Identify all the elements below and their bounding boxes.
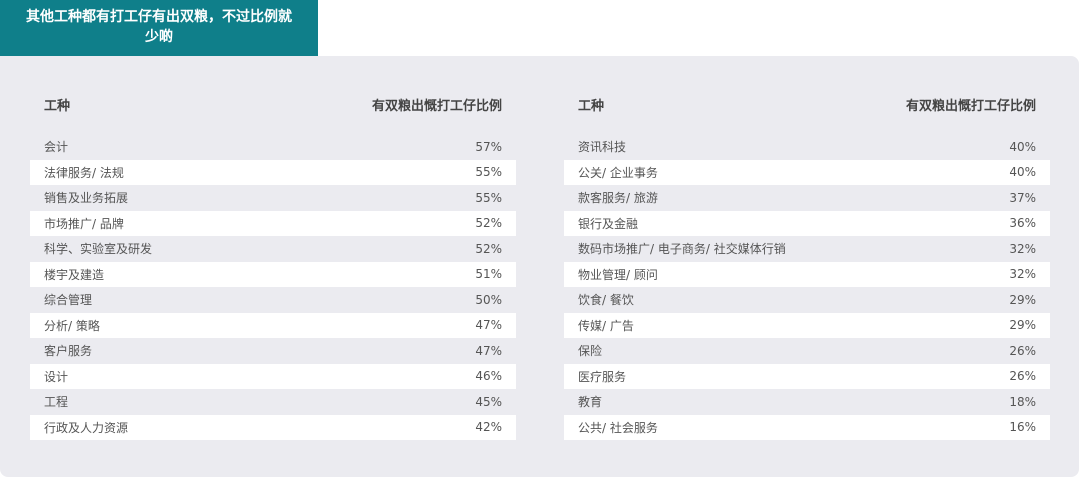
ratio-value: 16% xyxy=(1009,420,1036,435)
job-name: 资讯科技 xyxy=(578,140,627,155)
ratio-value: 47% xyxy=(475,318,502,333)
header-job: 工种 xyxy=(44,98,71,114)
table-row: 设计 46% xyxy=(30,363,516,389)
ratio-value: 26% xyxy=(1009,343,1036,358)
right-table-rows: 资讯科技 40% 公关/ 企业事务 40% 款客服务/ 旅游 37% 银行及金融 36% 数码市… xyxy=(564,134,1050,440)
job-name: 银行及金融 xyxy=(578,216,639,231)
job-name: 公关/ 企业事务 xyxy=(578,165,658,180)
job-name: 综合管理 xyxy=(44,293,93,308)
ratio-value: 55% xyxy=(475,190,502,205)
table-row: 楼宇及建造 51% xyxy=(30,261,516,287)
header-job: 工种 xyxy=(578,98,605,114)
header-ratio: 有双粮出慨打工仔比例 xyxy=(905,98,1036,114)
ratio-value: 40% xyxy=(1009,165,1036,180)
ratio-value: 32% xyxy=(1009,241,1036,256)
tab-title-line2: 少啲 xyxy=(145,29,173,45)
left-table-rows: 会计 57% 法律服务/ 法规 55% 销售及业务拓展 55% 市场推广/ 品牌 52% 科学、… xyxy=(30,134,516,440)
table-row: 法律服务/ 法规 55% xyxy=(30,159,516,185)
ratio-value: 57% xyxy=(475,139,502,154)
table-row: 资讯科技 40% xyxy=(564,134,1050,160)
right-table: 工种 有双粮出慨打工仔比例 资讯科技 40% 公关/ 企业事务 40% 款客服务/ 旅游… xyxy=(564,90,1050,440)
job-name: 医疗服务 xyxy=(578,369,627,384)
ratio-value: 45% xyxy=(475,394,502,409)
content-panel: 工种 有双粮出慨打工仔比例 会计 57% 法律服务/ 法规 55% 销售及业务拓展 55%… xyxy=(0,56,1079,477)
right-table-header: 工种 有双粮出慨打工仔比例 xyxy=(564,90,1050,118)
job-name: 客户服务 xyxy=(44,344,93,359)
ratio-value: 55% xyxy=(475,165,502,180)
ratio-value: 18% xyxy=(1009,394,1036,409)
table-row: 传媒/ 广告 29% xyxy=(564,312,1050,338)
table-row: 物业管理/ 顾问 32% xyxy=(564,261,1050,287)
ratio-value: 29% xyxy=(1009,292,1036,307)
ratio-value: 37% xyxy=(1009,190,1036,205)
job-name: 款客服务/ 旅游 xyxy=(578,191,658,206)
table-row: 教育 18% xyxy=(564,389,1050,415)
ratio-value: 42% xyxy=(475,420,502,435)
table-row: 销售及业务拓展 55% xyxy=(30,185,516,211)
ratio-value: 52% xyxy=(475,241,502,256)
table-row: 客户服务 47% xyxy=(30,338,516,364)
job-name: 分析/ 策略 xyxy=(44,318,100,333)
table-row: 会计 57% xyxy=(30,134,516,160)
job-name: 科学、实验室及研发 xyxy=(44,242,153,257)
job-name: 设计 xyxy=(44,369,69,384)
table-row: 公关/ 企业事务 40% xyxy=(564,159,1050,185)
ratio-value: 26% xyxy=(1009,369,1036,384)
ratio-value: 50% xyxy=(475,292,502,307)
job-name: 会计 xyxy=(44,140,69,155)
tab-title-line1: 其他工种都有打工仔有出双粮，不过比例就 xyxy=(26,9,292,25)
table-row: 保险 26% xyxy=(564,338,1050,364)
ratio-value: 40% xyxy=(1009,139,1036,154)
table-row: 数码市场推广/ 电子商务/ 社交媒体行销 32% xyxy=(564,236,1050,262)
job-name: 法律服务/ 法规 xyxy=(44,165,124,180)
table-row: 市场推广/ 品牌 52% xyxy=(30,210,516,236)
table-row: 医疗服务 26% xyxy=(564,363,1050,389)
job-name: 工程 xyxy=(44,395,69,410)
job-name: 销售及业务拓展 xyxy=(44,191,129,206)
ratio-value: 46% xyxy=(475,369,502,384)
table-row: 饮食/ 餐饮 29% xyxy=(564,287,1050,313)
job-name: 传媒/ 广告 xyxy=(578,318,634,333)
job-name: 保险 xyxy=(578,344,603,359)
job-name: 物业管理/ 顾问 xyxy=(578,267,658,282)
table-row: 综合管理 50% xyxy=(30,287,516,313)
section-tab[interactable]: 其他工种都有打工仔有出双粮，不过比例就 少啲 xyxy=(0,0,318,56)
table-row: 分析/ 策略 47% xyxy=(30,312,516,338)
left-table-header: 工种 有双粮出慨打工仔比例 xyxy=(30,90,516,118)
ratio-value: 52% xyxy=(475,216,502,231)
table-row: 工程 45% xyxy=(30,389,516,415)
header-ratio: 有双粮出慨打工仔比例 xyxy=(371,98,502,114)
job-name: 市场推广/ 品牌 xyxy=(44,216,124,231)
job-name: 楼宇及建造 xyxy=(44,267,105,282)
ratio-value: 36% xyxy=(1009,216,1036,231)
left-table: 工种 有双粮出慨打工仔比例 会计 57% 法律服务/ 法规 55% 销售及业务拓展 55%… xyxy=(30,90,516,440)
table-row: 银行及金融 36% xyxy=(564,210,1050,236)
table-row: 公共/ 社会服务 16% xyxy=(564,414,1050,440)
job-name: 教育 xyxy=(578,395,603,410)
table-row: 行政及人力资源 42% xyxy=(30,414,516,440)
table-row: 款客服务/ 旅游 37% xyxy=(564,185,1050,211)
job-name: 数码市场推广/ 电子商务/ 社交媒体行销 xyxy=(578,242,786,257)
ratio-value: 32% xyxy=(1009,267,1036,282)
job-name: 公共/ 社会服务 xyxy=(578,420,658,435)
ratio-value: 29% xyxy=(1009,318,1036,333)
job-name: 行政及人力资源 xyxy=(44,420,129,435)
ratio-value: 47% xyxy=(475,343,502,358)
job-name: 饮食/ 餐饮 xyxy=(578,293,634,308)
table-row: 科学、实验室及研发 52% xyxy=(30,236,516,262)
ratio-value: 51% xyxy=(475,267,502,282)
